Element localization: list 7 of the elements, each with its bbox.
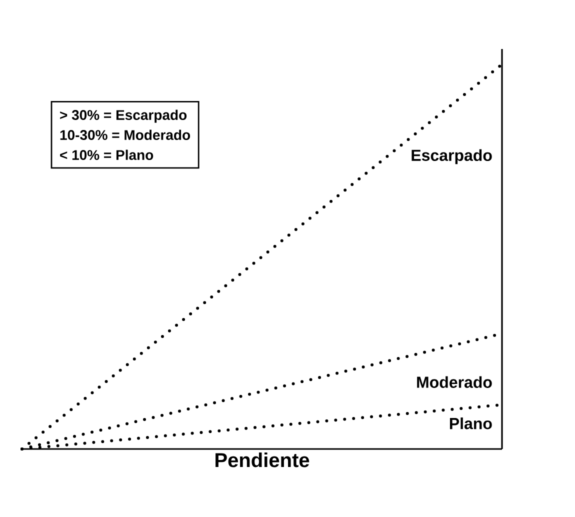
annotation: < 10% = Plano bbox=[60, 150, 154, 160]
annotation: > 30% = Escarpado bbox=[60, 110, 187, 123]
annotation: 10-30% = Moderado bbox=[60, 130, 190, 140]
series-label: Plano bbox=[450, 417, 492, 430]
x-axis-title: Pendiente bbox=[216, 452, 310, 468]
series-label: Moderado bbox=[417, 376, 492, 388]
series-label: Escarpado bbox=[412, 149, 492, 164]
